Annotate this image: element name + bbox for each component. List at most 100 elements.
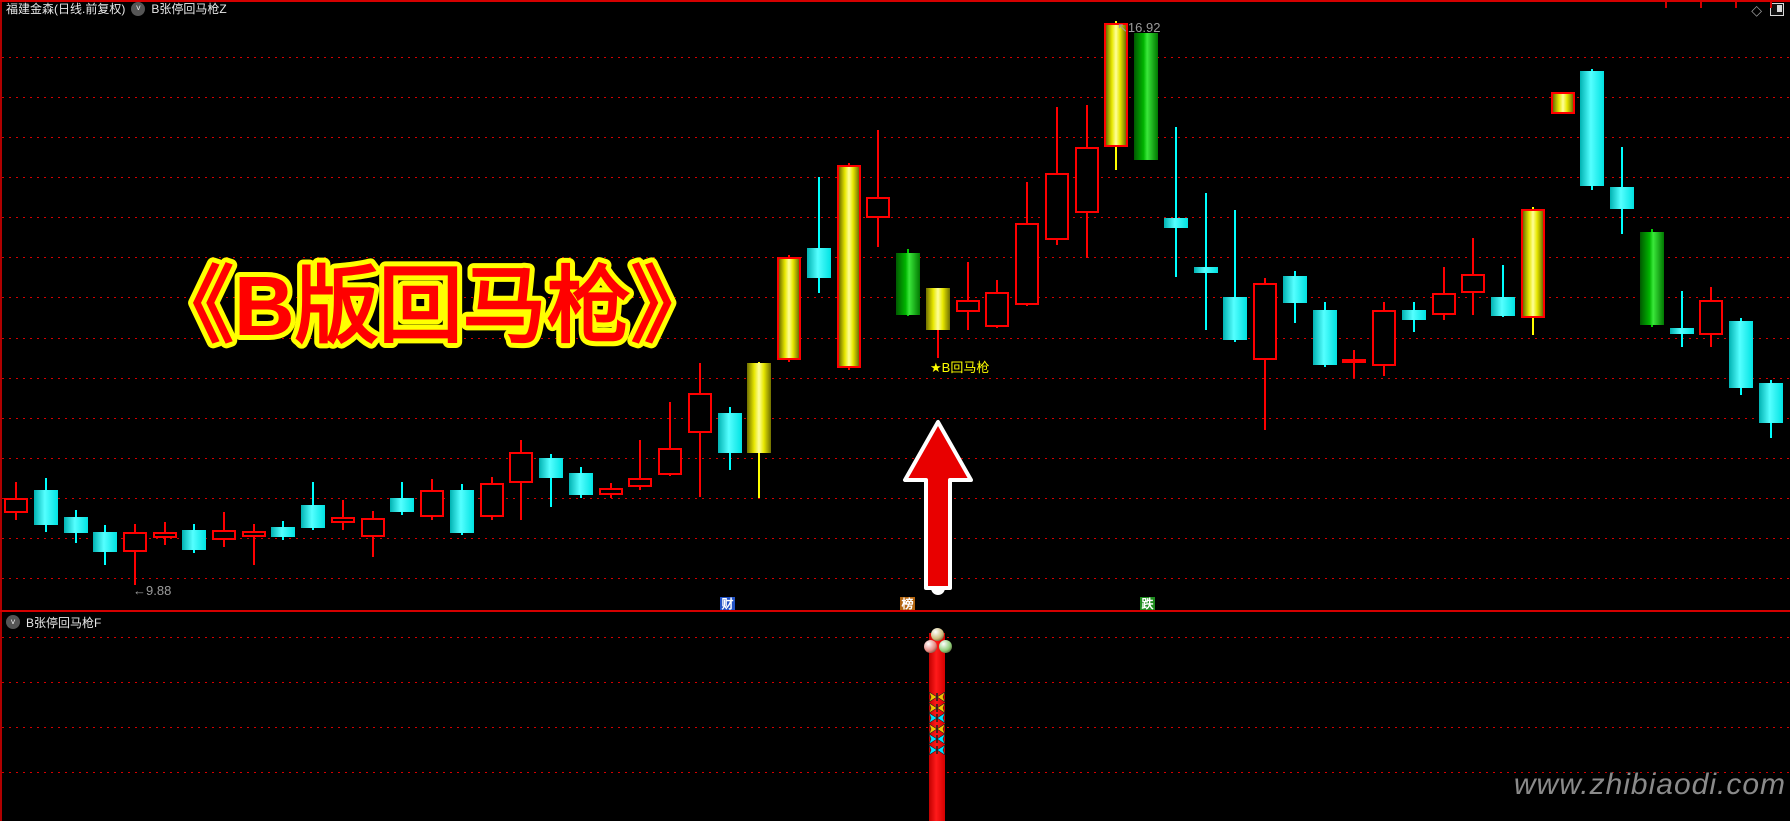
gridline [2, 97, 1790, 98]
overlay-title-text: 《B版回马枪》 [150, 259, 693, 353]
butterfly-icon [928, 731, 946, 749]
time-axis-tick [1770, 2, 1772, 8]
time-axis-tick [1665, 2, 1667, 8]
main-indicator-name[interactable]: B张停回马枪Z [151, 2, 227, 16]
gridline [2, 458, 1790, 459]
header-icons: ◇ [1751, 1, 1784, 18]
event-tag[interactable]: 榜 [900, 597, 915, 612]
gridline [2, 578, 1790, 579]
high-price-label: ↖16.92 [1117, 20, 1161, 35]
candle-body [1104, 23, 1128, 147]
sub-panel-header: ˅ B张停回马枪F [6, 614, 101, 630]
candle-body [1164, 218, 1188, 228]
top-border-line [0, 0, 1790, 2]
candle-wick [877, 130, 879, 247]
low-price-label: ←9.88 [133, 583, 172, 598]
butterfly-icon [928, 689, 946, 707]
gridline [2, 378, 1790, 379]
gridline [2, 498, 1790, 499]
sub-indicator-name[interactable]: B张停回马枪F [26, 615, 102, 630]
overlay-title-art: 《B版回马枪》 [148, 254, 693, 358]
event-tag[interactable]: 跌 [1140, 597, 1155, 612]
candle-wick [967, 262, 969, 330]
candle-body [1313, 310, 1337, 365]
candle-wick [1502, 265, 1504, 317]
candle-body [450, 490, 474, 533]
candle-body [1283, 276, 1307, 303]
candle-body [4, 498, 28, 513]
chevron-down-icon[interactable]: ˅ [131, 1, 146, 16]
gridline [2, 538, 1790, 539]
candle-wick [134, 524, 136, 585]
candle-body [123, 532, 147, 552]
butterfly-icon [928, 710, 946, 728]
candle-body [1342, 359, 1366, 363]
candle-body [1670, 328, 1694, 334]
candle-body [1134, 33, 1158, 160]
window-layout-icon[interactable] [1770, 3, 1784, 16]
main-panel-header: 福建金森(日线.前复权) ˅ B张停回马枪Z [6, 1, 227, 16]
candle-body [1402, 310, 1426, 320]
gridline [2, 418, 1790, 419]
gridline [2, 682, 1790, 683]
candle-body [242, 531, 266, 537]
ball-icon [939, 640, 952, 653]
candle-body [1759, 383, 1783, 423]
time-axis-tick [1735, 2, 1737, 8]
candle-body [628, 478, 652, 487]
candle-body [93, 532, 117, 552]
candle-body [1223, 297, 1247, 340]
candle-body [747, 363, 771, 453]
candle-body [569, 473, 593, 495]
candle-body [896, 253, 920, 315]
gridline [2, 217, 1790, 218]
candle-body [34, 490, 58, 525]
candle-wick [223, 512, 225, 547]
left-axis-line [0, 2, 2, 821]
candle-body [1551, 92, 1575, 114]
candle-body [1253, 283, 1277, 360]
candle-body [1521, 209, 1545, 318]
diamond-icon[interactable]: ◇ [1751, 1, 1762, 18]
candle-body [599, 488, 623, 495]
candle-body [1432, 293, 1456, 315]
candle-body [866, 197, 890, 218]
candle-wick [1175, 127, 1177, 277]
candle-body [64, 517, 88, 533]
candle-body [985, 292, 1009, 327]
candle-wick [1205, 193, 1207, 330]
candle-body [688, 393, 712, 433]
candle-body [1729, 321, 1753, 388]
gridline [2, 57, 1790, 58]
gridline [2, 338, 1790, 339]
candle-body [1045, 173, 1069, 240]
candle-body [777, 257, 801, 360]
candle-wick [1353, 350, 1355, 378]
candle-wick [639, 440, 641, 490]
butterfly-icon [928, 742, 946, 760]
gridline [2, 137, 1790, 138]
candle-wick [550, 454, 552, 507]
ball-icon [924, 640, 937, 653]
candle-body [956, 300, 980, 312]
candle-body [658, 448, 682, 475]
chevron-down-icon[interactable]: ˅ [6, 615, 20, 629]
candle-body [1610, 187, 1634, 209]
butterfly-icon [928, 721, 946, 739]
candle-body [718, 413, 742, 453]
candle-body [1372, 310, 1396, 366]
candle-body [182, 530, 206, 550]
candle-body [390, 498, 414, 512]
time-axis-tick [1700, 2, 1702, 8]
panel-separator-line [0, 610, 1790, 612]
candle-body [271, 527, 295, 537]
event-tag[interactable]: 财 [720, 597, 735, 612]
candle-body [807, 248, 831, 278]
watermark: www.zhibiaodi.com [1513, 768, 1786, 801]
gridline [2, 637, 1790, 638]
gridline [2, 727, 1790, 728]
candle-body [331, 517, 355, 523]
candle-wick [342, 500, 344, 530]
candle-body [1194, 267, 1218, 273]
